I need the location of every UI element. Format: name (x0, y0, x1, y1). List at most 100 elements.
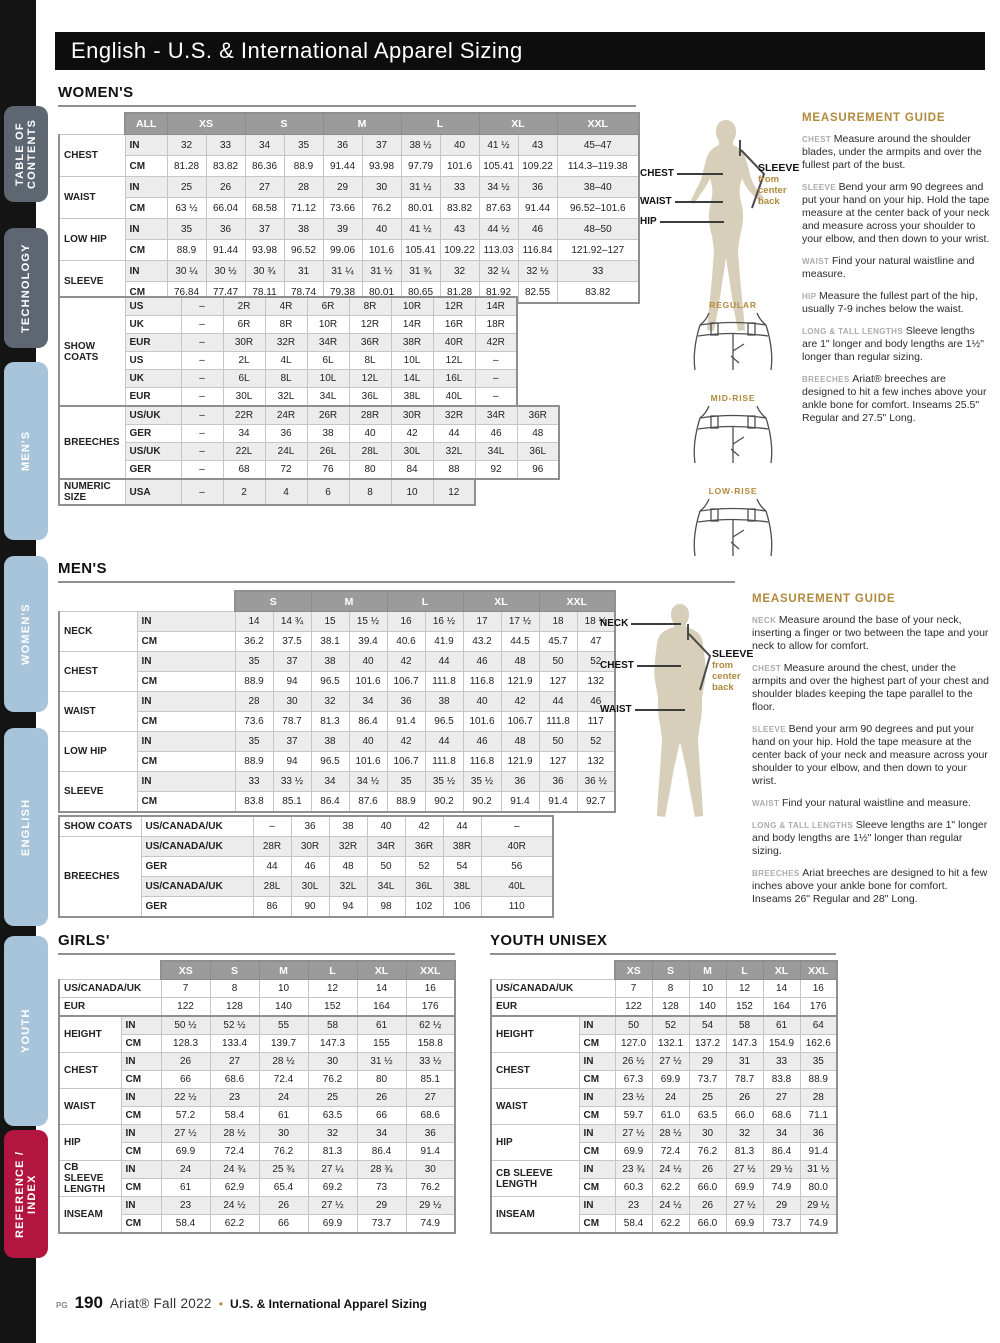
size-value: 32R (328, 836, 368, 857)
guide-term: LONG & TALL LENGTHS (802, 327, 906, 336)
size-value: 8R (348, 296, 392, 316)
size-value: 28 (234, 691, 274, 712)
unit-cell: CM (578, 1142, 616, 1161)
size-value: 69.2 (307, 1178, 358, 1197)
size-value: 83.82 (205, 155, 246, 177)
size-value: 140 (688, 997, 727, 1017)
size-value: 61.0 (651, 1106, 690, 1125)
rise-diagram-item: LOW-RISE (678, 486, 788, 562)
size-value: 86.36 (244, 155, 285, 177)
header-spacer (59, 591, 235, 612)
size-value: 139.7 (258, 1034, 309, 1053)
size-value: 176 (405, 997, 456, 1017)
size-value: 28R (348, 405, 392, 425)
guide-item: HIP Measure the fullest part of the hip,… (802, 290, 978, 315)
unit-cell: IN (578, 1160, 616, 1179)
size-value: 71.12 (283, 197, 324, 219)
col-header: L (386, 590, 464, 612)
unit-cell: US (124, 351, 182, 370)
size-value: 154.9 (762, 1034, 801, 1053)
size-value: 87.63 (478, 197, 519, 219)
sidebar-tab-table-of-contents[interactable]: TABLE OF CONTENTS (4, 106, 48, 202)
size-value: 84 (390, 460, 434, 480)
footer-section-title: U.S. & International Apparel Sizing (229, 1297, 427, 1311)
size-value: 26 (160, 1052, 211, 1071)
unit-cell: CM (136, 711, 236, 732)
size-value: 16R (432, 315, 476, 334)
size-value: 48 (328, 856, 368, 877)
mens-main: S M L XL XXL NECK IN 14 14 ¾ 15 15 ½ 16 16 ½ 17 17 ½ 18… (58, 590, 616, 813)
row-label: CHEST (58, 134, 126, 177)
header-spacer (491, 961, 615, 980)
size-value: 28 ½ (651, 1124, 690, 1143)
row-label: BREECHES (58, 405, 126, 480)
size-value: 164 (762, 997, 801, 1017)
size-value: 152 (307, 997, 358, 1017)
sidebar-tab-reference-index[interactable]: REFERENCE / INDEX (4, 1130, 48, 1258)
size-value: 34L (366, 876, 406, 897)
size-value: 16L (432, 369, 476, 388)
unit-cell: CM (120, 1106, 162, 1125)
womens-breeches-table: BREECHES US/UK –22R 24R 26R 28R 30R 32R 34R 36R GE… (58, 405, 560, 480)
sidebar-tab-youth[interactable]: YOUTH (4, 936, 48, 1126)
sidebar-tab-technology[interactable]: TECHNOLOGY (4, 228, 48, 348)
col-header: L (307, 960, 358, 980)
size-value: 30 (688, 1124, 727, 1143)
youth-section-heading: YOUTH UNISEX (490, 932, 836, 955)
size-value: 76.2 (361, 197, 402, 219)
size-value: 87.6 (348, 791, 388, 813)
size-value: – (180, 315, 224, 334)
unit-cell: IN (578, 1052, 616, 1071)
size-value: 69.9 (651, 1070, 690, 1089)
guide-item: BREECHES Ariat® breeches are designed to… (802, 373, 987, 424)
col-header: L (400, 112, 480, 135)
row-label: WAIST (58, 691, 138, 732)
size-value: 34 (348, 691, 388, 712)
size-value: 45–47 (556, 134, 640, 156)
col-header: XL (356, 960, 407, 980)
col-header: XS (160, 960, 211, 980)
size-value: 29 ½ (799, 1196, 838, 1215)
figure-label-waist: WAIST (600, 704, 685, 715)
unit-cell: CM (578, 1070, 616, 1089)
size-value: 109.22 (517, 155, 558, 177)
unit-cell: UK (124, 369, 182, 388)
rise-diagram-item: REGULAR (678, 300, 788, 376)
size-value: 36 (517, 176, 558, 198)
size-value: 57.2 (160, 1106, 211, 1125)
size-value: 28L (252, 876, 292, 897)
unit-cell: IN (124, 260, 168, 282)
page-number: 190 (74, 1293, 103, 1312)
size-value: 35 (283, 134, 324, 156)
size-value: 121.9 (500, 751, 540, 772)
size-value: 52 (651, 1015, 690, 1035)
size-value: 105.41 (478, 155, 519, 177)
size-value: 16 (799, 979, 838, 998)
size-value: 52 ½ (209, 1015, 260, 1035)
col-header: M (322, 112, 402, 135)
size-value: 94 (328, 896, 368, 918)
size-value: 88 (432, 460, 476, 480)
size-value: 30R (290, 836, 330, 857)
sidebar-tab-women-s[interactable]: WOMEN'S (4, 556, 48, 712)
womens-size-table: ALL XS S M L XL XXL CHEST IN 32 33 34 35 36 37 38 ½ 40 41… (58, 112, 640, 304)
size-value: 96.52 (283, 239, 324, 261)
unit-cell: IN (136, 731, 236, 752)
size-value: 127 (538, 671, 578, 692)
page-footer: PG 190 Ariat® Fall 2022 • U.S. & Interna… (56, 1293, 427, 1313)
catalog-name: Ariat® Fall 2022 (109, 1296, 212, 1311)
size-value: – (180, 351, 224, 370)
rise-label: REGULAR (709, 300, 757, 310)
sidebar-tab-men-s[interactable]: MEN'S (4, 362, 48, 540)
size-value: 96 (516, 460, 560, 480)
size-value: 102 (404, 896, 444, 918)
size-value: 25 ¾ (258, 1160, 309, 1179)
size-value: 23 (160, 1196, 211, 1215)
size-value: 71.1 (799, 1106, 838, 1125)
size-value: 54 (688, 1015, 727, 1035)
size-value: 72.4 (209, 1142, 260, 1161)
size-value: 73.7 (688, 1070, 727, 1089)
sidebar-tab-english[interactable]: ENGLISH (4, 728, 48, 926)
size-value: 44 (538, 691, 578, 712)
row-label: HIP (58, 1124, 122, 1161)
